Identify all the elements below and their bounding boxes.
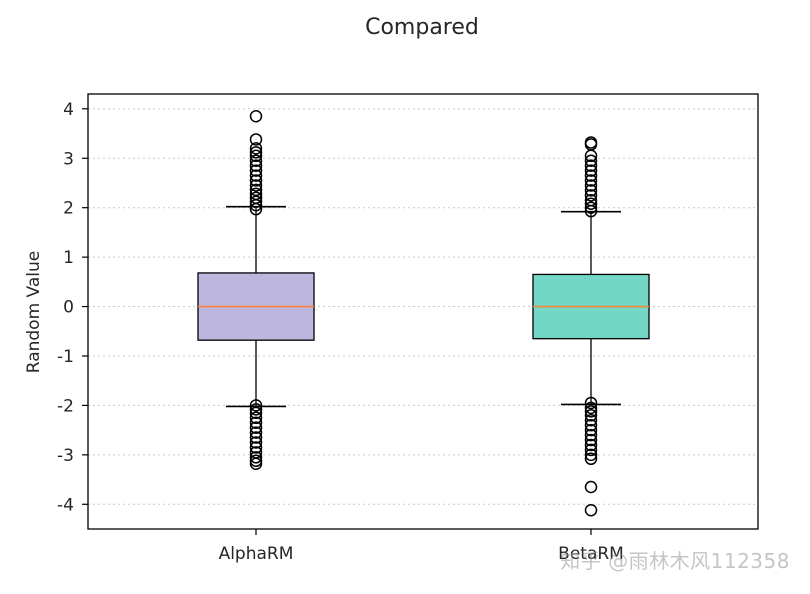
outlier-point: [249, 164, 263, 177]
outlier-point: [584, 423, 598, 437]
outlier-point: [584, 189, 598, 202]
outlier-point: [249, 406, 263, 420]
y-tick-label: -4: [57, 495, 74, 515]
tick-layer: 4 3 2 1 0 -1 -2 -3 -4 AlphaRM BetaRM: [57, 100, 624, 564]
outlier-point: [249, 174, 263, 187]
outlier-point: [249, 403, 263, 416]
box-alpharm: [197, 109, 315, 470]
y-tick-label: 2: [63, 199, 74, 219]
outlier-point: [249, 159, 263, 172]
x-tick-label: AlphaRM: [219, 544, 294, 564]
outlier-point: [584, 396, 598, 410]
outlier-point: [584, 433, 598, 447]
outlier-point: [584, 164, 598, 177]
watermark: 知乎 @雨林木风112358: [560, 549, 790, 573]
outlier-point: [584, 136, 598, 149]
outlier-point: [584, 405, 598, 418]
outlier-point: [584, 197, 598, 210]
outlier-point: [584, 452, 598, 466]
outlier-point: [584, 480, 598, 494]
outlier-point: [584, 184, 598, 197]
y-axis-title: Random Value: [24, 251, 44, 373]
outlier-point: [584, 159, 598, 172]
outlier-point: [584, 443, 598, 457]
outlier-point: [249, 109, 263, 123]
outlier-point: [249, 187, 263, 201]
box-betarm: [532, 136, 650, 517]
outlier-point: [584, 169, 598, 182]
outlier-point: [249, 183, 263, 197]
y-tick-label: -3: [57, 446, 74, 466]
outlier-point: [584, 503, 598, 517]
outlier-point: [249, 169, 263, 182]
box-layer: [197, 109, 650, 517]
outlier-point: [584, 428, 598, 442]
outlier-point: [249, 191, 263, 205]
outlier-point: [249, 421, 263, 434]
outlier-point: [584, 201, 598, 214]
outlier-point: [249, 179, 263, 192]
outlier-point: [249, 431, 263, 444]
outlier-point: [249, 154, 263, 167]
outlier-point: [249, 149, 263, 163]
outlier-point: [584, 418, 598, 432]
outlier-point: [249, 399, 263, 412]
outlier-point: [249, 457, 263, 470]
outlier-point: [249, 195, 263, 209]
y-tick-label: 0: [63, 298, 74, 318]
y-tick-label: 3: [63, 149, 74, 169]
plot-frame: [87, 93, 759, 530]
outlier-point: [584, 409, 598, 422]
chart-title: Compared: [365, 15, 479, 40]
outlier-point: [584, 179, 598, 192]
outlier-point: [584, 414, 598, 427]
outlier-point: [249, 426, 263, 439]
outlier-point: [249, 411, 263, 425]
outlier-point: [249, 142, 263, 155]
y-tick-label: -1: [57, 347, 74, 367]
outlier-point: [249, 436, 263, 449]
grid-lines: [88, 108, 758, 505]
outlier-point: [249, 133, 263, 146]
y-tick-label: -2: [57, 396, 74, 416]
y-tick-label: 4: [63, 100, 74, 120]
outlier-point: [249, 146, 263, 159]
x-tick-label: BetaRM: [558, 544, 624, 564]
outlier-point: [584, 448, 598, 462]
outlier-point: [249, 451, 263, 464]
outlier-point: [584, 401, 598, 415]
outlier-point: [249, 441, 263, 454]
y-tick-label: 1: [63, 248, 74, 268]
outlier-point: [584, 174, 598, 187]
outlier-point: [249, 416, 263, 429]
outlier-point: [584, 438, 598, 452]
outlier-point: [584, 154, 598, 167]
outlier-point: [584, 194, 598, 207]
